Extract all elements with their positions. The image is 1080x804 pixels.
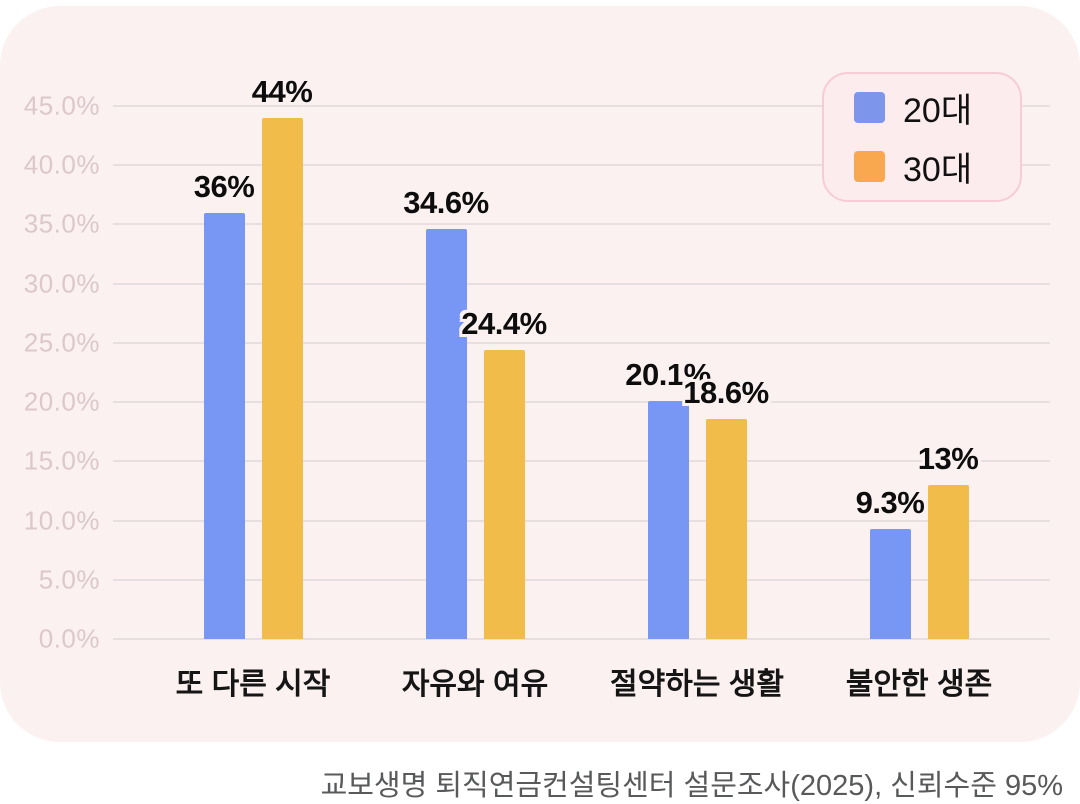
bar-group: 20.1% 18.6% <box>586 106 808 639</box>
bar-value-label: 9.3% <box>855 484 925 520</box>
y-tick-label: 40.0% <box>23 149 100 180</box>
y-tick-label: 10.0% <box>23 505 100 536</box>
y-tick-label: 30.0% <box>23 268 100 299</box>
y-tick-label: 45.0% <box>23 90 100 121</box>
legend-label-20s: 20대 <box>903 92 973 131</box>
gridline <box>113 638 1050 640</box>
bar-value-label: 44% <box>251 73 313 109</box>
bar-20대-자유와 여유: 34.6% <box>403 185 489 639</box>
gridline <box>113 578 1050 581</box>
gridline <box>113 282 1050 285</box>
bar-20대-불안한 생존: 9.3% <box>856 485 925 639</box>
gridline <box>113 460 1050 463</box>
bar-30대-또 다른 시작: 44% <box>252 74 313 639</box>
gridline <box>113 401 1050 404</box>
gridline <box>113 341 1050 344</box>
bar-30대-불안한 생존: 13% <box>918 441 979 639</box>
bar-group: 36% 44% <box>142 74 364 639</box>
gridline <box>113 223 1050 226</box>
y-tick-label: 25.0% <box>23 327 100 358</box>
legend: 20대 30대 <box>822 72 1022 202</box>
bar-value-label: 24.4% <box>461 306 547 341</box>
legend-swatch-30s-icon <box>854 150 885 182</box>
category-label: 또 다른 시작 <box>175 668 331 701</box>
category-label: 불안한 생존 <box>845 668 993 701</box>
bar-30대-절약하는 생활: 18.6% <box>683 375 769 639</box>
chart-card: 45.0% 40.0% 35.0% 30.0% 25.0% 20.0% 15.0% 10.0%… <box>0 6 1080 742</box>
source-note: 교보생명 퇴직연금컨설팅센터 설문조사(2025), 신뢰수준 95% <box>320 770 1063 802</box>
y-tick-label: 15.0% <box>23 445 100 476</box>
y-tick-label: 20.0% <box>23 386 100 417</box>
gridline <box>113 105 1050 107</box>
plot-area: 36% 44% 34.6% 24.4% 20.1% 18.6% 9.3% 13% <box>113 74 1050 640</box>
category-label: 절약하는 생활 <box>610 668 784 701</box>
gridline <box>113 519 1050 522</box>
bar-value-label: 36% <box>193 168 255 204</box>
bar-20대-또 다른 시작: 36% <box>194 169 255 639</box>
bar-group: 9.3% 13% <box>808 106 1030 639</box>
category-axis: 또 다른 시작 자유와 여유 절약하는 생활 불안한 생존 <box>142 659 1030 703</box>
bar-value-label: 18.6% <box>683 374 769 410</box>
bar-value-label: 34.6% <box>403 185 489 221</box>
legend-label-30s: 30대 <box>903 150 973 189</box>
bar-value-label: 20.1% <box>625 356 711 392</box>
legend-item-20s: 20대 <box>854 83 1020 132</box>
bar-groups: 36% 44% 34.6% 24.4% 20.1% 18.6% 9.3% 13% <box>142 74 1030 639</box>
bar-30대-자유와 여유: 24.4% <box>461 306 547 639</box>
y-tick-label: 5.0% <box>38 564 100 595</box>
gridline <box>113 164 1050 167</box>
bar-value-label: 13% <box>917 441 979 477</box>
legend-swatch-20s-icon <box>854 92 885 124</box>
bar-group: 34.6% 24.4% <box>364 106 586 639</box>
y-axis-labels: 45.0% 40.0% 35.0% 30.0% 25.0% 20.0% 15.0% 10.0%… <box>20 91 100 654</box>
legend-item-30s: 30대 <box>854 142 1020 191</box>
y-tick-label: 0.0% <box>38 623 100 654</box>
category-label: 자유와 여유 <box>401 668 549 701</box>
y-tick-label: 35.0% <box>23 208 100 239</box>
bar-20대-절약하는 생활: 20.1% <box>625 357 711 639</box>
